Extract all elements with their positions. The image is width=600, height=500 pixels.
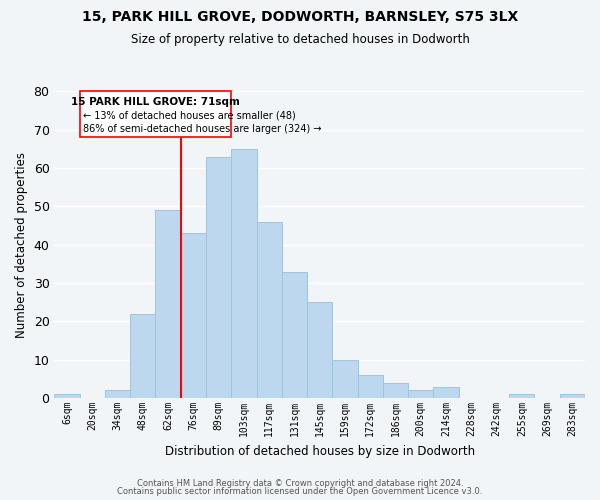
Bar [307, 302, 332, 398]
Y-axis label: Number of detached properties: Number of detached properties [15, 152, 28, 338]
Bar [130, 314, 155, 398]
Bar [408, 390, 433, 398]
Bar [206, 156, 231, 398]
Bar [332, 360, 358, 398]
Text: ← 13% of detached houses are smaller (48): ← 13% of detached houses are smaller (48… [83, 110, 296, 120]
Text: Size of property relative to detached houses in Dodworth: Size of property relative to detached ho… [131, 32, 469, 46]
Bar [433, 386, 458, 398]
X-axis label: Distribution of detached houses by size in Dodworth: Distribution of detached houses by size … [164, 444, 475, 458]
Bar [358, 375, 383, 398]
Bar [509, 394, 535, 398]
Bar [80, 92, 231, 138]
Bar [155, 210, 181, 398]
Bar [181, 234, 206, 398]
Text: 15, PARK HILL GROVE, DODWORTH, BARNSLEY, S75 3LX: 15, PARK HILL GROVE, DODWORTH, BARNSLEY,… [82, 10, 518, 24]
Bar [383, 383, 408, 398]
Bar [560, 394, 585, 398]
Bar [257, 222, 282, 398]
Text: Contains HM Land Registry data © Crown copyright and database right 2024.: Contains HM Land Registry data © Crown c… [137, 478, 463, 488]
Bar [105, 390, 130, 398]
Bar [231, 149, 257, 398]
Bar [282, 272, 307, 398]
Text: 86% of semi-detached houses are larger (324) →: 86% of semi-detached houses are larger (… [83, 124, 322, 134]
Bar [55, 394, 80, 398]
Text: 15 PARK HILL GROVE: 71sqm: 15 PARK HILL GROVE: 71sqm [71, 97, 240, 107]
Text: Contains public sector information licensed under the Open Government Licence v3: Contains public sector information licen… [118, 487, 482, 496]
